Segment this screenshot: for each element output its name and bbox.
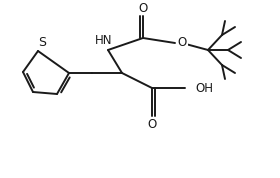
Text: O: O: [138, 1, 148, 14]
Text: HN: HN: [95, 33, 113, 46]
Text: OH: OH: [195, 82, 213, 95]
Text: O: O: [177, 36, 187, 49]
Text: S: S: [38, 35, 46, 48]
Text: O: O: [147, 117, 157, 130]
